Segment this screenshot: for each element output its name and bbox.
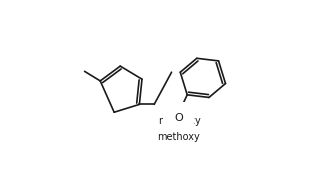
Text: methoxy: methoxy [157, 132, 200, 143]
Text: O: O [174, 113, 183, 123]
Text: methoxy: methoxy [158, 116, 201, 126]
Text: O: O [175, 107, 182, 117]
